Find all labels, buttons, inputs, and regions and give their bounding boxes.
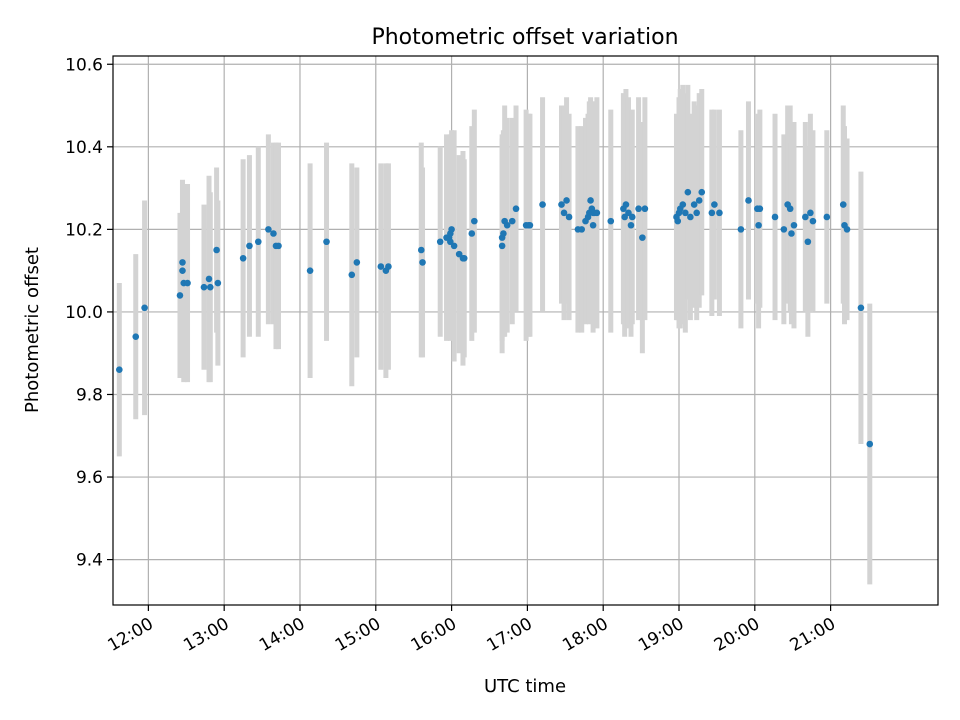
data-point <box>275 242 282 250</box>
data-point <box>756 205 764 213</box>
data-point <box>323 238 330 246</box>
data-point <box>246 242 253 250</box>
data-point <box>635 205 642 213</box>
data-point <box>771 213 779 221</box>
data-point <box>436 238 444 246</box>
data-point <box>450 242 458 250</box>
data-point <box>823 213 831 221</box>
data-point <box>679 201 687 208</box>
data-point <box>116 366 123 374</box>
data-point <box>627 221 635 229</box>
data-point <box>839 201 847 208</box>
y-tick-label: 9.6 <box>76 468 103 488</box>
data-point <box>184 279 191 287</box>
data-point <box>141 304 148 312</box>
data-point <box>693 209 700 217</box>
data-point <box>716 209 723 217</box>
data-point <box>353 259 361 266</box>
data-point <box>179 267 186 274</box>
y-tick-label: 10.0 <box>65 303 103 323</box>
data-point <box>448 226 455 233</box>
data-point <box>471 217 478 225</box>
y-tick-label: 10.4 <box>65 138 103 158</box>
y-axis-label: Photometric offset <box>22 247 43 413</box>
data-point <box>589 221 597 229</box>
data-point <box>593 209 601 217</box>
data-point <box>698 188 706 196</box>
data-point <box>179 259 186 266</box>
data-point <box>786 205 794 213</box>
data-point <box>419 259 426 266</box>
plot-frame <box>112 55 939 606</box>
data-point <box>498 242 506 250</box>
data-point <box>866 440 874 448</box>
data-point <box>512 205 520 213</box>
data-point <box>205 275 213 283</box>
data-point <box>254 238 262 246</box>
data-point <box>500 230 507 237</box>
data-point <box>270 230 277 237</box>
data-point <box>565 213 573 221</box>
data-point <box>539 201 546 208</box>
data-point <box>807 209 814 217</box>
data-point <box>711 201 718 208</box>
data-point <box>745 197 752 204</box>
data-point <box>377 263 385 270</box>
data-point <box>788 230 795 237</box>
data-point <box>503 221 511 229</box>
data-point <box>674 217 682 225</box>
data-point <box>843 226 851 233</box>
data-point <box>780 226 788 233</box>
data-point <box>214 279 222 287</box>
data-point <box>213 246 220 254</box>
data-point <box>578 226 586 233</box>
data-point <box>684 188 692 196</box>
y-tick-label: 10.2 <box>65 220 103 240</box>
data-point <box>708 209 716 217</box>
data-point <box>755 221 762 229</box>
data-point <box>560 209 568 217</box>
data-point <box>526 221 534 229</box>
y-tick-label: 9.8 <box>76 385 103 405</box>
data-point <box>639 234 646 241</box>
data-point <box>790 221 798 229</box>
data-point <box>690 201 698 208</box>
data-point <box>265 226 272 233</box>
data-point <box>563 197 570 204</box>
data-point <box>587 197 594 204</box>
data-point <box>622 201 630 208</box>
data-point <box>641 205 649 213</box>
data-point <box>206 283 214 291</box>
data-point <box>695 197 703 204</box>
data-point <box>857 304 865 312</box>
data-point <box>687 213 694 221</box>
x-axis-label: UTC time <box>484 676 566 697</box>
data-point <box>682 209 689 217</box>
data-point <box>804 238 812 246</box>
data-point <box>200 283 208 291</box>
data-point <box>239 254 247 262</box>
data-point <box>607 217 615 225</box>
data-point <box>385 263 392 270</box>
data-point <box>417 246 425 254</box>
data-point <box>628 213 636 221</box>
data-point <box>737 226 745 233</box>
data-point <box>460 254 468 262</box>
y-tick-label: 10.6 <box>65 55 103 75</box>
data-point <box>468 230 476 237</box>
data-point <box>558 201 565 208</box>
data-point <box>306 267 314 274</box>
data-point <box>348 271 356 279</box>
y-axis-ticks: 9.4 9.6 9.8 10.0 10.2 10.4 10.6 <box>65 55 113 571</box>
chart-title: Photometric offset variation <box>371 25 678 50</box>
data-point <box>508 217 516 225</box>
y-tick-label: 9.4 <box>76 551 103 571</box>
data-point <box>809 217 817 225</box>
data-point <box>802 213 809 221</box>
data-point <box>132 333 140 340</box>
data-points <box>116 188 874 448</box>
data-point <box>176 292 184 299</box>
